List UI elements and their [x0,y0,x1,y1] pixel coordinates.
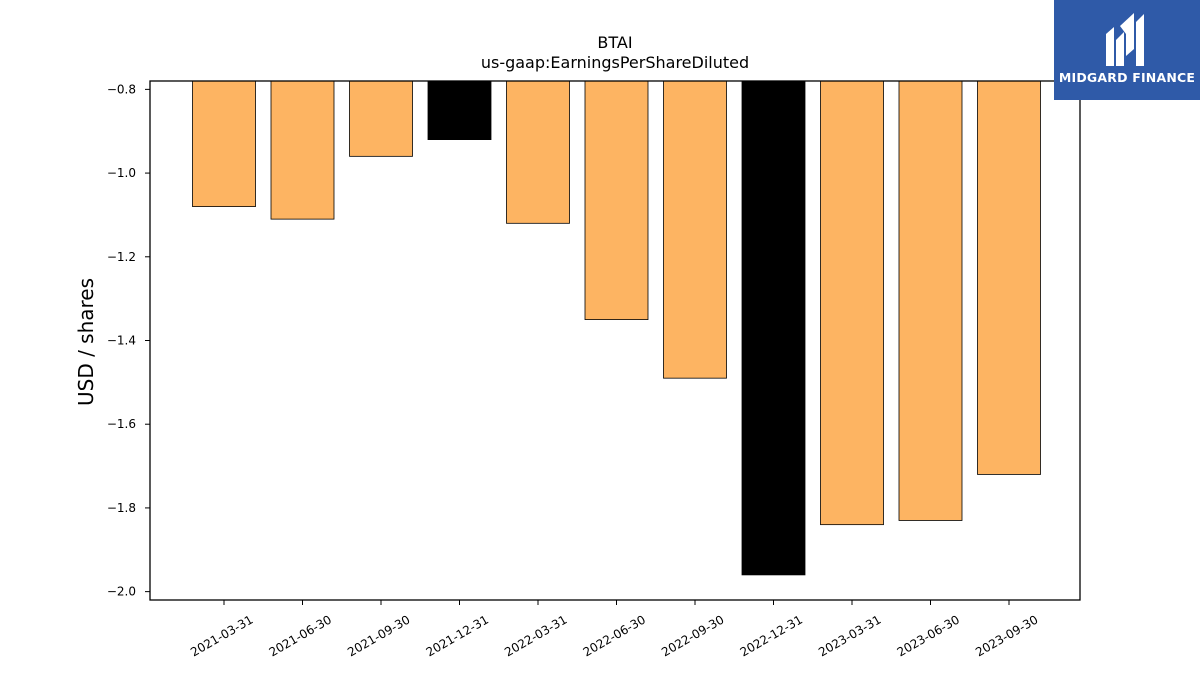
x-tick-label: 2022-12-31 [738,612,805,659]
bar-2023-03-31 [820,80,884,526]
x-tick-label: 2023-03-31 [816,612,883,659]
y-tick-label: −0.8 [107,82,136,96]
bar-2022-09-30 [663,80,727,379]
bar-2021-12-31 [427,80,492,140]
x-tick-label: 2021-06-30 [267,612,334,659]
bar-2022-12-31 [741,80,806,576]
x-tick-label: 2023-09-30 [973,612,1040,659]
y-tick-label: −1.2 [107,250,136,264]
bar-2021-09-30 [349,80,413,157]
plot-frame [149,80,1081,601]
x-axis: 2021-03-31 2021-06-30 2021-09-30 2021-12-31… [188,600,1041,659]
y-tick-label: −1.4 [107,334,136,348]
bar-2023-09-30 [977,80,1041,475]
bar-2023-06-30 [898,80,963,521]
x-tick-label: 2021-09-30 [345,612,412,659]
x-tick-label: 2022-06-30 [581,612,648,659]
y-tick-label: −2.0 [107,585,136,599]
logo-brand-text: MIDGARD FINANCE [1058,70,1196,85]
bar-2022-06-30 [584,80,649,320]
y-tick-label: −1.6 [107,417,136,431]
midgard-m-logo-icon [1106,13,1144,66]
y-tick-label: −1.8 [107,501,136,515]
x-tick-label: 2023-06-30 [895,612,962,659]
bars-group [192,80,1041,576]
y-axis-label: USD / shares [74,278,98,406]
chart-subtitle: us-gaap:EarningsPerShareDiluted [481,53,749,72]
x-tick-label: 2022-09-30 [659,612,726,659]
y-axis: −0.8 −1.0 −1.2 −1.4 −1.6 −1.8 −2.0 [107,82,150,599]
x-tick-label: 2021-12-31 [424,612,491,659]
bar-2021-03-31 [192,80,256,207]
midgard-finance-logo: MIDGARD FINANCE [1054,0,1200,100]
bar-2022-03-31 [506,80,570,224]
x-tick-label: 2021-03-31 [188,612,255,659]
bar-2021-06-30 [270,80,335,220]
y-tick-label: −1.0 [107,166,136,180]
x-tick-label: 2022-03-31 [502,612,569,659]
chart-title: BTAI [597,33,632,52]
